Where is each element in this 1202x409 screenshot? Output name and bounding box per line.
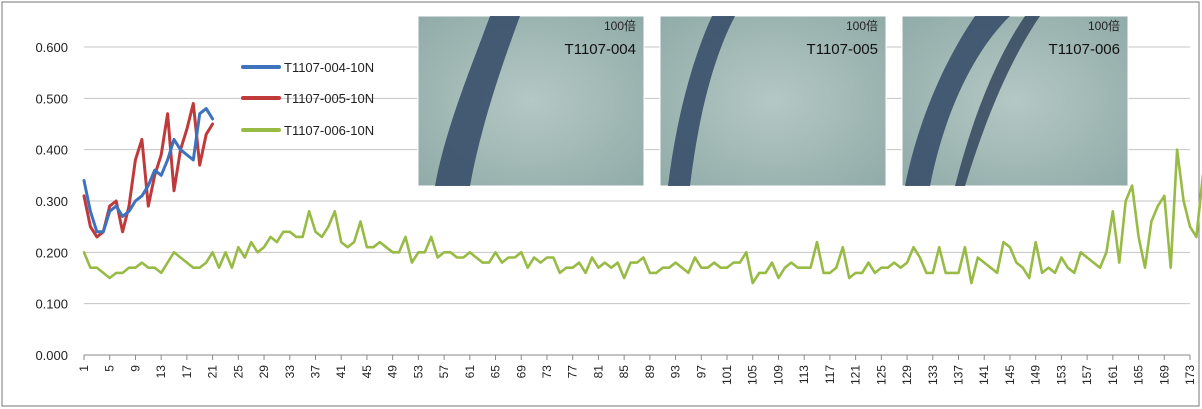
x-tick-label: 33 (283, 365, 297, 379)
micrograph-panel: 100倍 T1107-006 (901, 15, 1129, 187)
x-tick-label: 133 (926, 365, 940, 385)
micrograph-panel: 100倍 T1107-004 (417, 15, 645, 187)
x-tick-label: 129 (900, 365, 914, 385)
series-lines (82, 102, 1202, 285)
photo-sample-label: T1107-005 (807, 41, 878, 58)
series-line-T1107-004-10N (82, 107, 215, 234)
x-tick-label: 77 (566, 365, 580, 379)
x-tick-label: 9 (128, 365, 142, 372)
y-axis: 0.000 0.100 0.200 0.300 0.400 0.500 0.600 (35, 40, 68, 363)
legend-label: T1107-004-10N (284, 60, 374, 75)
x-tick-label: 45 (360, 365, 374, 379)
micrograph-insets: 100倍 T1107-004 100倍 T1107-005 100倍 T1107-006 (417, 15, 1129, 187)
x-tick-label: 141 (977, 365, 991, 385)
magnification-label: 100倍 (846, 18, 878, 33)
x-tick-label: 125 (874, 365, 888, 385)
x-tick-label: 29 (257, 365, 271, 379)
x-tick-label: 153 (1054, 365, 1068, 385)
wear-track-band (668, 16, 735, 186)
x-tick-label: 149 (1029, 365, 1043, 385)
x-tick-label: 161 (1106, 365, 1120, 385)
y-tick-label: 0.600 (35, 40, 68, 55)
x-tick-label: 41 (334, 365, 348, 379)
x-tick-label: 81 (591, 365, 605, 379)
legend-label: T1107-005-10N (284, 91, 374, 106)
x-tick-label: 69 (514, 365, 528, 379)
x-tick-label: 37 (308, 365, 322, 379)
wear-track-band (905, 16, 1010, 186)
x-tick-label: 17 (180, 365, 194, 379)
x-tick-label: 85 (617, 365, 631, 379)
x-tick-label: 101 (720, 365, 734, 385)
x-tick-label: 169 (1157, 365, 1171, 385)
micrograph-panel: 100倍 T1107-005 (659, 15, 887, 187)
x-tick-label: 1 (77, 365, 91, 372)
x-tick-label: 65 (489, 365, 503, 379)
x-tick-label: 173 (1183, 365, 1197, 385)
wear-track-band (435, 16, 520, 186)
x-tick-label: 5 (103, 365, 117, 372)
y-tick-label: 0.100 (35, 297, 68, 312)
x-tick-label: 57 (437, 365, 451, 379)
x-tick-label: 93 (669, 365, 683, 379)
x-tick-label: 61 (463, 365, 477, 379)
x-tick-label: 165 (1132, 365, 1146, 385)
legend-label: T1107-006-10N (284, 123, 374, 138)
wear-track-band (955, 16, 1040, 186)
y-tick-label: 0.200 (35, 245, 68, 260)
y-tick-label: 0.000 (35, 348, 68, 363)
y-tick-label: 0.300 (35, 194, 68, 209)
x-tick-label: 21 (206, 365, 220, 379)
x-tick-label: 89 (643, 365, 657, 379)
x-tick-label: 97 (694, 365, 708, 379)
x-tick-label: 13 (154, 365, 168, 379)
x-tick-label: 157 (1080, 365, 1094, 385)
y-tick-label: 0.400 (35, 143, 68, 158)
x-tick-label: 137 (952, 365, 966, 385)
x-tick-label: 145 (1003, 365, 1017, 385)
photo-sample-label: T1107-004 (565, 41, 636, 58)
magnification-label: 100倍 (604, 18, 636, 33)
x-tick-label: 113 (797, 365, 811, 384)
x-tick-label: 121 (849, 365, 863, 385)
legend: T1107-004-10N T1107-005-10N T1107-006-10N (241, 60, 374, 138)
x-tick-label: 73 (540, 365, 554, 379)
x-tick-label: 117 (823, 365, 837, 384)
x-tick-label: 25 (231, 365, 245, 379)
y-tick-label: 0.500 (35, 91, 68, 106)
x-tick-label: 105 (746, 365, 760, 385)
series-line-T1107-006-10N (82, 148, 1202, 285)
photo-sample-label: T1107-006 (1049, 41, 1120, 58)
magnification-label: 100倍 (1088, 18, 1120, 33)
x-tick-label: 109 (771, 365, 785, 385)
x-tick-label: 53 (411, 365, 425, 379)
x-axis: 1 5 9 13 17 21 25 29 33 37 41 45 49 53 57 61 65 69 73 77 81 8… (77, 355, 1197, 385)
x-tick-label: 49 (386, 365, 400, 379)
